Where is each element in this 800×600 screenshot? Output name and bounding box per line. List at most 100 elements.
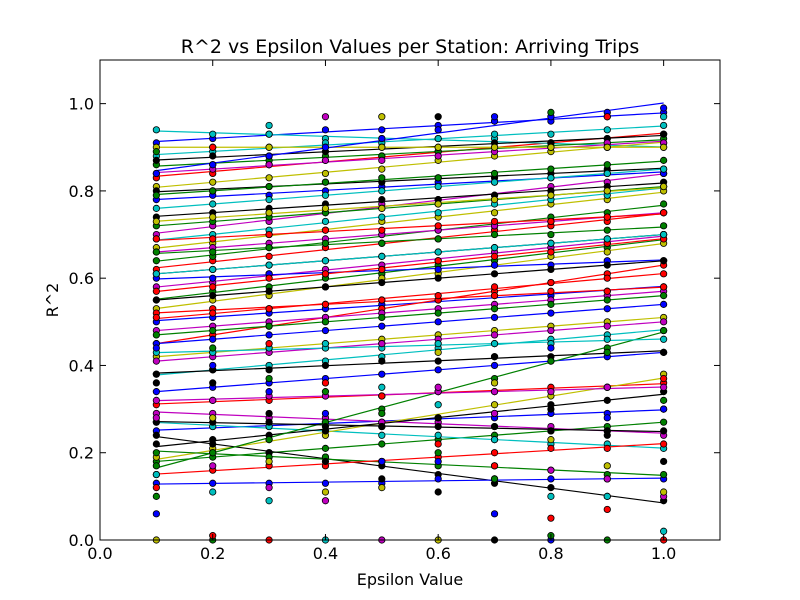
fit-line-station-46 [156, 421, 664, 449]
point-extra-6-3 [490, 462, 499, 470]
fit-line-station-39 [156, 233, 664, 275]
point-extra-7-3 [547, 492, 555, 500]
point-station-07-4 [378, 196, 386, 204]
fit-line-station-54 [156, 331, 664, 469]
point-station-39-0 [152, 270, 160, 278]
point-station-49-0 [152, 431, 160, 439]
point-station-35-5 [434, 274, 442, 282]
point-station-56-6 [490, 340, 499, 348]
point-station-38-0 [152, 235, 160, 243]
point-station-38-4 [378, 226, 386, 234]
fit-line-station-25 [156, 168, 664, 209]
point-station-33-2 [265, 161, 273, 169]
y-tick-label: 0.2 [69, 444, 94, 463]
point-station-55-9 [660, 427, 668, 435]
fit-line-station-19 [156, 290, 664, 332]
point-station-29-1 [209, 274, 217, 282]
x-tick-label: 0.6 [425, 544, 450, 563]
point-station-06-2 [265, 174, 273, 182]
point-station-53-1 [209, 436, 217, 444]
point-extra-7-7 [547, 344, 555, 352]
point-station-35-3 [321, 283, 330, 291]
fit-line-station-11 [156, 125, 664, 156]
y-tick-label: 0.0 [69, 531, 94, 550]
point-station-44-4 [378, 440, 386, 448]
point-station-23-9 [660, 200, 668, 208]
point-station-40-8 [603, 322, 611, 330]
point-station-38-2 [265, 230, 273, 239]
point-station-01-4 [378, 126, 386, 134]
point-extra-8-6 [603, 414, 611, 422]
fit-line-station-56 [156, 338, 664, 354]
point-extra-9-6 [660, 396, 668, 404]
point-station-40-0 [152, 357, 160, 365]
fit-line-station-01 [156, 112, 664, 143]
point-station-42-4 [378, 357, 386, 365]
point-station-57-9 [660, 383, 668, 391]
point-extra-1-7 [209, 344, 217, 352]
fit-line-station-13 [156, 191, 664, 249]
point-station-41-5 [434, 200, 442, 208]
point-station-60-2 [265, 244, 273, 252]
point-station-06-1 [209, 178, 217, 186]
point-station-52-6 [490, 449, 499, 457]
point-station-55-6 [490, 422, 499, 431]
point-station-59-0 [152, 313, 160, 322]
point-extra-4-8 [378, 113, 386, 121]
point-station-34-6 [490, 143, 499, 151]
x-tick-label: 1.0 [651, 544, 676, 563]
point-station-42-5 [434, 357, 442, 365]
point-extra-2-7 [265, 340, 273, 348]
point-station-36-9 [660, 300, 668, 308]
point-station-44-3 [321, 444, 330, 452]
point-extra-0-6 [152, 379, 160, 387]
point-station-37-4 [378, 174, 386, 182]
point-extra-1-6 [209, 361, 217, 370]
point-station-59-7 [547, 278, 555, 287]
point-station-36-1 [209, 335, 217, 343]
point-station-52-8 [603, 444, 611, 452]
point-station-60-0 [152, 248, 160, 256]
fit-line-station-08 [156, 171, 664, 201]
point-station-51-9 [660, 470, 668, 479]
fit-line-station-23 [156, 204, 664, 262]
point-station-41-8 [603, 187, 611, 195]
point-station-58-9 [660, 104, 668, 112]
point-extra-3-1 [321, 497, 330, 505]
point-station-55-4 [378, 422, 386, 431]
point-extra-0-0 [152, 510, 160, 518]
point-station-54-2 [265, 436, 273, 444]
point-extra-5-4 [434, 440, 442, 448]
point-station-31-0 [152, 287, 160, 295]
point-station-36-3 [321, 326, 330, 335]
fit-line-station-35 [156, 260, 664, 301]
point-extra-6-1 [490, 510, 499, 518]
point-station-54-1 [209, 449, 217, 457]
point-station-36-8 [603, 305, 611, 313]
fit-line-station-12 [156, 235, 664, 288]
point-extra-3-6 [321, 379, 330, 387]
point-extra-0-1 [152, 492, 160, 500]
point-station-11-7 [547, 130, 555, 138]
point-station-50-3 [321, 479, 330, 487]
point-station-11-8 [603, 126, 611, 134]
point-station-50-1 [209, 479, 217, 487]
point-station-57-6 [490, 388, 499, 396]
point-extra-1-2 [209, 488, 217, 496]
point-station-50-7 [547, 475, 555, 483]
point-extra-0-3 [152, 470, 160, 479]
point-station-35-8 [603, 261, 611, 269]
point-station-58-2 [265, 152, 273, 160]
point-station-46-4 [378, 431, 386, 439]
fit-line-station-17 [156, 264, 664, 345]
y-tick-label: 0.6 [69, 269, 94, 288]
point-extra-8-8 [603, 113, 611, 121]
point-station-59-6 [490, 283, 499, 291]
point-station-60-7 [547, 230, 555, 239]
point-station-57-0 [152, 396, 160, 404]
point-extra-2-3 [265, 457, 273, 466]
point-extra-5-7 [434, 348, 442, 356]
point-station-22-5 [434, 366, 442, 374]
fit-line-station-50 [156, 477, 664, 485]
fit-line-station-49 [156, 435, 664, 504]
